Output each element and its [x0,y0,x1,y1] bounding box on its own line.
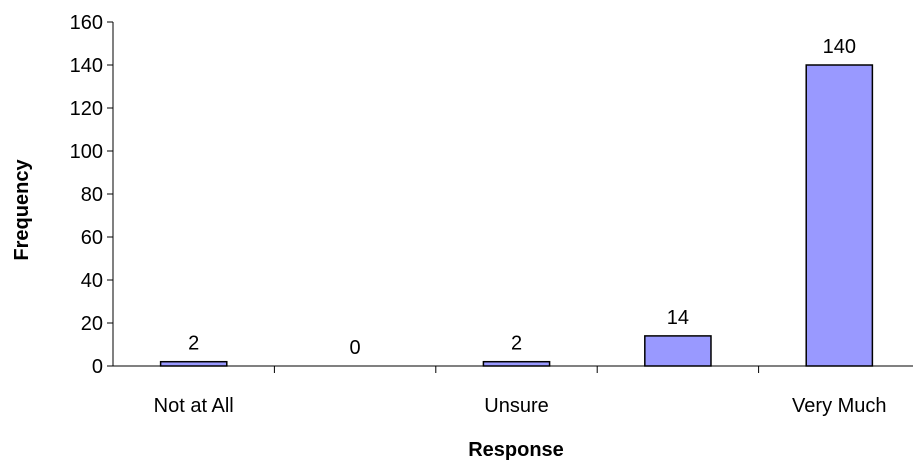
bar [159,360,228,367]
x-axis-ticks: Not at All Unsure Very Much [154,366,887,417]
bar [805,64,874,367]
y-tick-label: 80 [81,184,103,206]
y-tick-label: 140 [70,55,103,77]
bar-value-label: 2 [188,333,199,355]
bar [644,335,712,367]
bar-value-label: 14 [667,307,689,329]
x-tick-label: Very Much [792,395,886,417]
bar-value-label: 2 [511,333,522,355]
y-tick-label: 40 [81,270,103,292]
bar-value-label: 140 [823,36,856,58]
y-tick-label: 160 [70,12,103,34]
y-tick-label: 0 [92,356,103,378]
x-axis-title: Response [468,439,564,461]
bar [482,360,551,367]
bars [159,64,874,367]
x-tick-label: Unsure [484,395,548,417]
axes [112,22,913,367]
y-axis-title: Frequency [11,159,33,261]
y-tick-label: 60 [81,227,103,249]
x-tick-label: Not at All [154,395,234,417]
y-tick-label: 100 [70,141,103,163]
y-tick-label: 20 [81,313,103,335]
data-labels: 2 0 2 14 140 [188,36,856,359]
y-axis-ticks: 0 20 40 60 80 100 120 140 160 [70,12,113,378]
bar-value-label: 0 [350,337,361,359]
y-tick-label: 120 [70,98,103,120]
